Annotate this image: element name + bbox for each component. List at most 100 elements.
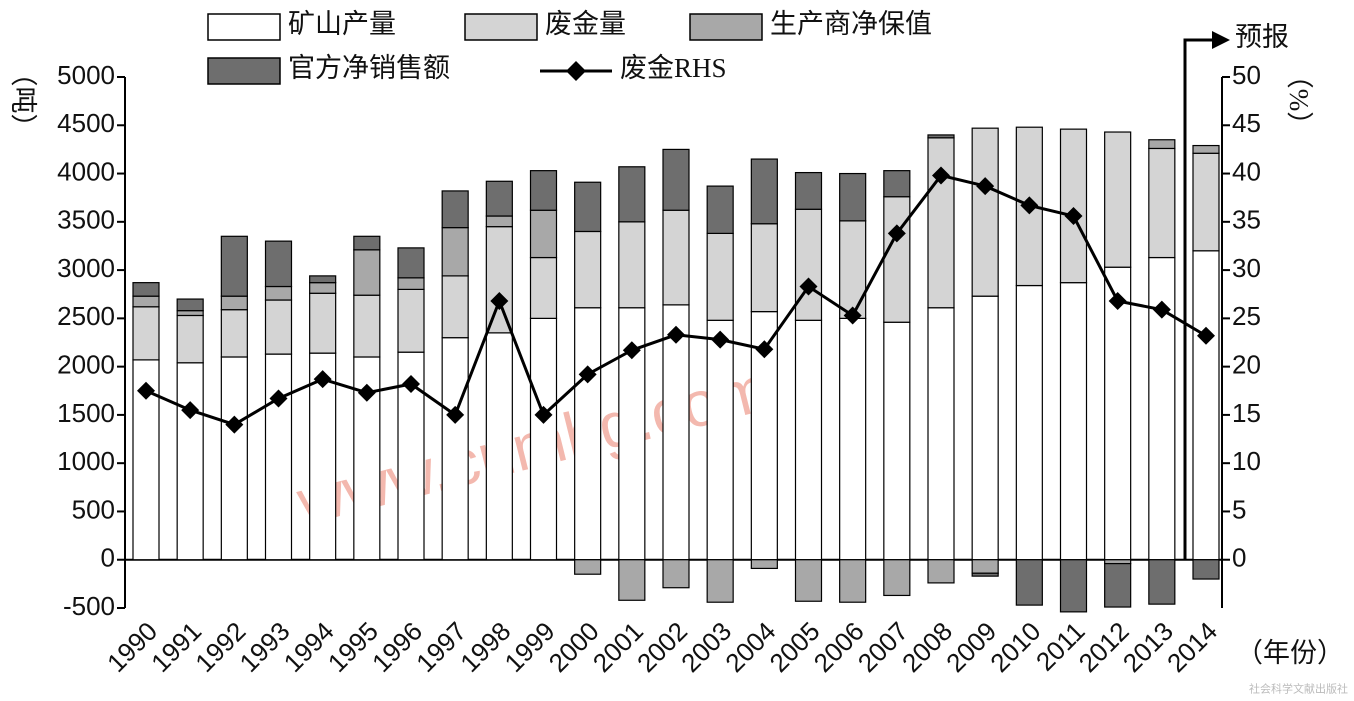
bar-segment bbox=[485, 215, 513, 228]
bar-segment bbox=[264, 299, 293, 355]
bar-segment bbox=[662, 559, 690, 589]
bar-segment bbox=[618, 559, 646, 601]
annotation: 预报 bbox=[1235, 22, 1289, 52]
marker bbox=[181, 401, 200, 420]
bar-segment bbox=[662, 209, 690, 306]
legend-label: 矿山产量 bbox=[288, 9, 396, 39]
bar-segment bbox=[662, 148, 690, 211]
x-tick-label: 2011 bbox=[1030, 616, 1091, 677]
bar-segment bbox=[839, 559, 867, 603]
bar-segment bbox=[132, 282, 160, 297]
marker bbox=[269, 389, 288, 408]
bar-segment bbox=[1192, 152, 1220, 252]
bar-segment bbox=[220, 235, 248, 297]
y2-tick-label: 5 bbox=[1232, 494, 1246, 524]
y-tick-label: 2000 bbox=[57, 350, 115, 380]
legend-marker bbox=[566, 61, 586, 81]
bar-segment bbox=[794, 208, 823, 321]
bar-segment bbox=[441, 190, 469, 229]
bar-segment bbox=[353, 294, 381, 358]
bar-segment bbox=[529, 170, 558, 211]
bar-segment bbox=[794, 559, 823, 602]
bar-segment bbox=[1059, 282, 1088, 561]
bar-segment bbox=[1104, 131, 1132, 268]
y-tick-label: 1500 bbox=[57, 398, 115, 428]
bar-segment bbox=[1192, 144, 1220, 154]
marker bbox=[1197, 326, 1215, 345]
bar-segment bbox=[220, 356, 248, 561]
bar-segment bbox=[927, 307, 955, 561]
bar-segment bbox=[839, 317, 867, 561]
bar-segment bbox=[706, 319, 734, 561]
bar-segment bbox=[750, 559, 778, 570]
bar-segment bbox=[441, 227, 469, 277]
marker bbox=[534, 405, 553, 424]
bar-segment bbox=[971, 295, 999, 561]
bar-segment bbox=[309, 275, 337, 284]
marker bbox=[446, 405, 465, 424]
bar-segment bbox=[883, 321, 911, 561]
marker bbox=[137, 381, 155, 400]
bar-segment bbox=[971, 127, 999, 297]
marker bbox=[313, 370, 332, 389]
y2-tick-label: 0 bbox=[1232, 543, 1246, 573]
y-tick-label: 3000 bbox=[57, 253, 115, 283]
marker bbox=[667, 325, 685, 344]
marker bbox=[711, 330, 730, 349]
bar-segment bbox=[176, 298, 204, 312]
legend-swatch bbox=[464, 13, 538, 41]
y-tick-label: 4000 bbox=[57, 156, 115, 186]
bar-segment bbox=[1192, 559, 1220, 580]
bar-segment bbox=[883, 170, 911, 198]
legend-swatch bbox=[207, 57, 281, 85]
y2-tick-label: 30 bbox=[1232, 253, 1261, 283]
marker bbox=[578, 365, 597, 384]
marker bbox=[843, 306, 862, 325]
marker bbox=[1108, 291, 1127, 310]
y-tick-label: 3500 bbox=[57, 205, 115, 235]
y-tick-label: 0 bbox=[101, 543, 115, 573]
bar-segment bbox=[529, 317, 558, 561]
bar-segment bbox=[1015, 559, 1043, 606]
y-tick-label: -500 bbox=[63, 591, 115, 621]
bar-segment bbox=[353, 235, 381, 251]
legend-swatch bbox=[689, 13, 763, 41]
bar-segment bbox=[794, 319, 823, 561]
bar-segment bbox=[220, 295, 248, 311]
bar-segment bbox=[750, 223, 778, 313]
legend-swatch bbox=[207, 13, 281, 41]
forecast-arrow bbox=[1212, 31, 1230, 49]
bar-segment bbox=[529, 256, 558, 319]
y2-tick-label: 25 bbox=[1232, 301, 1261, 331]
source: 社会科学文献出版社 bbox=[1249, 682, 1348, 696]
bar-segment bbox=[1104, 562, 1132, 608]
bar-segment bbox=[927, 134, 955, 139]
bar-segment bbox=[574, 559, 602, 575]
marker bbox=[357, 383, 376, 402]
y2-tick-label: 40 bbox=[1232, 156, 1261, 186]
bar-segment bbox=[706, 232, 734, 321]
y2-axis-label: （%） bbox=[1284, 62, 1314, 139]
bar-segment bbox=[883, 196, 911, 323]
bar-segment bbox=[1059, 559, 1088, 613]
bar-segment bbox=[1059, 128, 1088, 284]
marker bbox=[1152, 300, 1171, 319]
bar-segment bbox=[574, 230, 602, 309]
bar-segment bbox=[132, 306, 160, 361]
bar-segment bbox=[485, 180, 513, 217]
bar-segment bbox=[397, 288, 425, 353]
bar-segment bbox=[927, 137, 955, 309]
bar-segment bbox=[883, 559, 911, 597]
bar-segment bbox=[441, 337, 469, 561]
bar-segment bbox=[971, 572, 999, 577]
legend-label: 生产商净保值 bbox=[770, 9, 932, 39]
bar-segment bbox=[1148, 139, 1176, 150]
bar-segment bbox=[1104, 266, 1132, 561]
marker bbox=[622, 341, 641, 360]
bar-segment bbox=[662, 304, 690, 561]
bar-segment bbox=[618, 221, 646, 309]
bar-segment bbox=[794, 171, 823, 210]
bar-segment bbox=[264, 285, 293, 301]
bar-segment bbox=[618, 166, 646, 223]
